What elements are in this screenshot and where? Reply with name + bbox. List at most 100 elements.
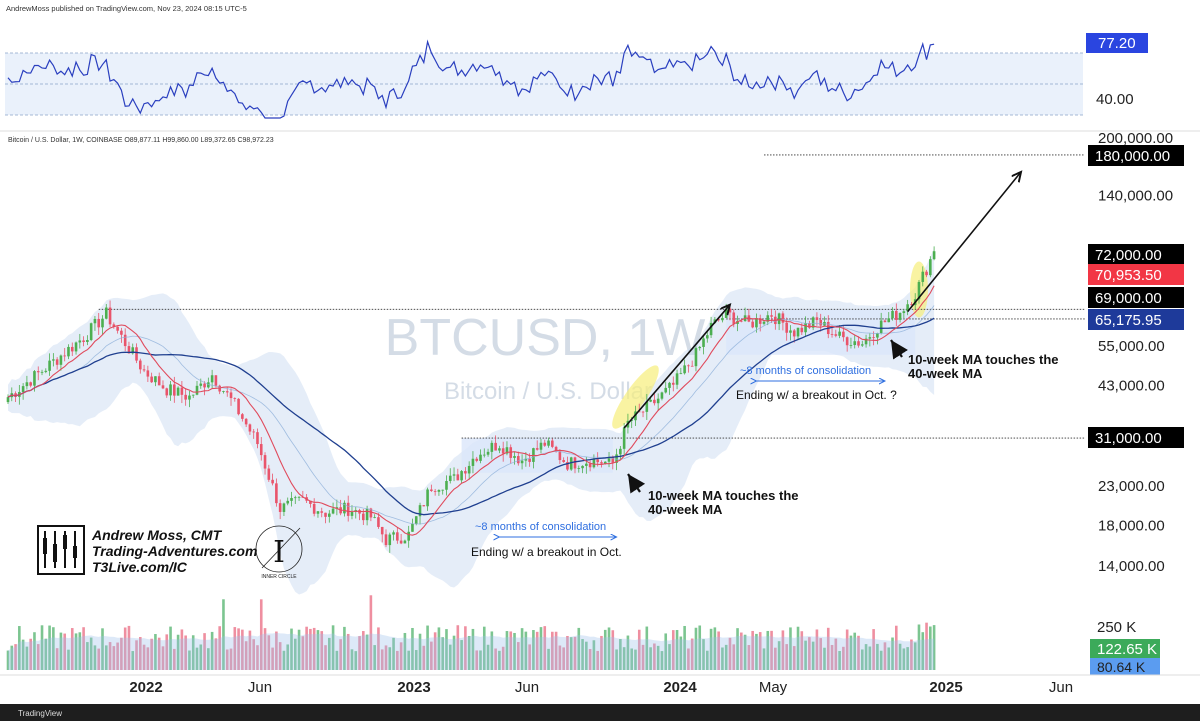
volume-bar <box>48 625 51 670</box>
volume-bar <box>929 626 932 670</box>
volume-bar <box>679 636 683 670</box>
volume-bar <box>173 648 176 670</box>
candle-body <box>830 334 834 335</box>
rsi-pane: 77.20 40.00 <box>5 33 1148 119</box>
pointer-arrow-2 <box>890 339 908 360</box>
rsi-line <box>7 39 935 119</box>
price-tag-label: 69,000.00 <box>1095 290 1162 307</box>
publish-info: AndrewMoss published on TradingView.com,… <box>6 4 247 13</box>
volume-bar <box>740 632 743 670</box>
volume-bar <box>505 631 509 670</box>
volume-bar <box>781 630 785 670</box>
volume-bar <box>853 632 857 670</box>
trend-arrow-2 <box>907 172 1021 313</box>
volume-bar <box>464 626 467 670</box>
candle-body <box>241 414 244 419</box>
volume-bar <box>63 633 66 670</box>
candle-body <box>755 318 758 328</box>
candle-body <box>645 401 649 412</box>
volume-bar <box>709 628 713 670</box>
candle-body <box>244 418 248 425</box>
volume-bar <box>214 638 218 670</box>
candle-body <box>173 384 176 396</box>
volume-bar <box>543 626 547 670</box>
volume-bar <box>120 637 123 670</box>
candle-body <box>505 447 509 454</box>
candle-body <box>569 457 573 470</box>
volume-bar <box>335 650 339 670</box>
volume-bar <box>755 633 758 670</box>
rsi-level-label: 40.00 <box>1096 91 1134 108</box>
volume-bar <box>320 631 324 670</box>
volume-bar <box>331 625 335 670</box>
volume-bar <box>577 627 581 670</box>
moving-averages <box>7 285 935 536</box>
candle-body <box>271 479 274 484</box>
candle-body <box>887 318 891 323</box>
candle-body <box>441 489 444 491</box>
candle-body <box>898 313 902 320</box>
price-tag-bg <box>1088 244 1184 265</box>
candle-body <box>365 508 369 521</box>
volume-bar <box>241 629 244 670</box>
candle-body <box>290 498 293 501</box>
volume-bar <box>233 627 237 670</box>
volume-bar <box>176 634 180 670</box>
candle-body <box>267 468 271 480</box>
candle-body <box>55 359 59 365</box>
volume-bar <box>819 638 822 670</box>
volume-bar <box>362 631 365 670</box>
candle-body <box>135 347 138 361</box>
volume-bar <box>207 648 210 670</box>
volume-bar <box>637 629 641 670</box>
volume-bar <box>74 633 78 670</box>
candle-body <box>842 331 845 338</box>
volume-bar <box>263 628 267 670</box>
volume-bar <box>664 633 668 670</box>
volume-bar <box>777 641 781 670</box>
time-axis-label: Jun <box>248 679 272 696</box>
consolidation-sub-1: Ending w/ a breakout in Oct. <box>471 545 622 559</box>
volume-bar <box>687 648 690 670</box>
volume-bar <box>377 627 380 670</box>
volume-bar <box>18 626 21 670</box>
volume-bar <box>328 637 331 670</box>
volume-bar <box>135 640 138 670</box>
volume-bar <box>626 635 630 670</box>
candle-body <box>123 334 127 347</box>
volume-bar <box>388 647 392 670</box>
volume-bar <box>747 645 751 670</box>
volume-bar <box>14 644 17 670</box>
volume-bar <box>887 647 891 670</box>
volume-bar <box>736 628 739 670</box>
volume-bar <box>634 649 637 670</box>
candle-body <box>921 271 925 282</box>
candle-body <box>316 511 320 514</box>
volume-bar <box>879 650 883 670</box>
candle-body <box>101 318 104 328</box>
candle-body <box>33 371 36 386</box>
volume-bar <box>369 595 373 670</box>
volume-bar <box>713 627 717 670</box>
volume-bar <box>751 630 754 670</box>
candle-body <box>120 330 123 335</box>
volume-bar <box>849 635 853 670</box>
price-axis-label: 43,000.00 <box>1098 377 1165 394</box>
price-tag-bg <box>1088 145 1184 166</box>
volume-bar <box>906 647 909 670</box>
volume-bar <box>811 641 815 670</box>
volume-bar <box>225 649 229 670</box>
candle-body <box>566 462 569 470</box>
candle-body <box>399 540 403 544</box>
volume-bar <box>566 635 569 670</box>
volume-bar <box>229 648 233 670</box>
candle-body <box>524 458 528 461</box>
volume-bar <box>588 649 592 670</box>
candle-body <box>52 359 55 361</box>
volume-bar <box>789 627 792 670</box>
volume-bar <box>218 626 221 670</box>
candle-body <box>184 394 187 400</box>
volume-bar <box>101 628 104 670</box>
candle-body <box>498 448 501 451</box>
